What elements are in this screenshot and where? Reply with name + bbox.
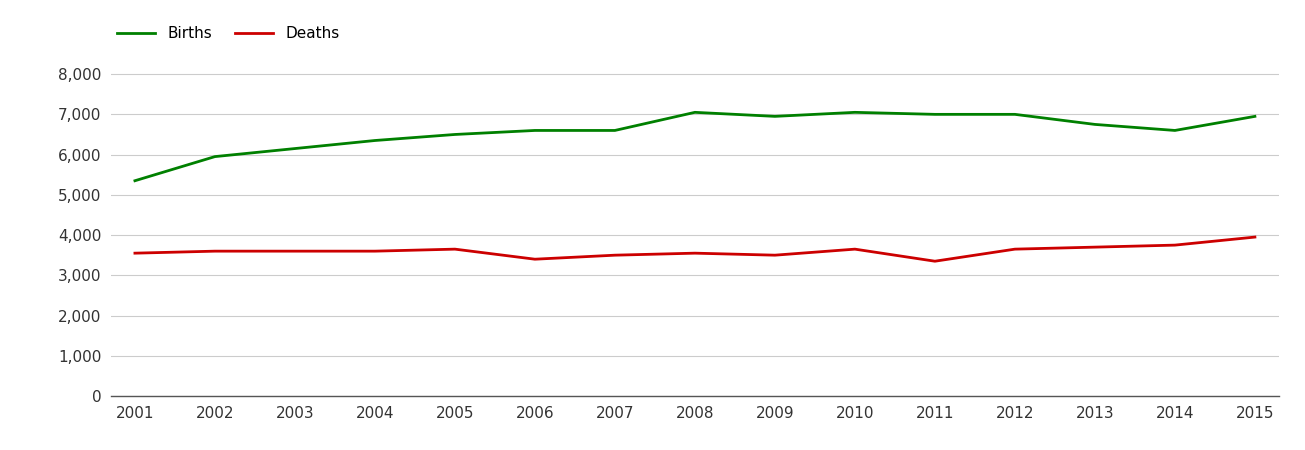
Births [767,114,783,119]
Deaths [607,252,622,258]
Deaths [287,248,303,254]
Deaths [847,247,863,252]
Births [686,110,702,115]
Births [1167,128,1182,133]
Deaths [1167,243,1182,248]
Deaths [207,248,223,254]
Deaths [127,251,142,256]
Legend: Births, Deaths: Births, Deaths [111,20,346,47]
Births [207,154,223,159]
Births [527,128,543,133]
Births [847,110,863,115]
Births [448,132,463,137]
Births [1007,112,1023,117]
Deaths [527,256,543,262]
Births [1248,114,1263,119]
Deaths [686,251,702,256]
Births [287,146,303,151]
Line: Deaths: Deaths [134,237,1255,261]
Births [367,138,382,143]
Deaths [1248,234,1263,240]
Deaths [367,248,382,254]
Deaths [1087,244,1103,250]
Deaths [448,247,463,252]
Births [1087,122,1103,127]
Deaths [927,258,942,264]
Deaths [1007,247,1023,252]
Line: Births: Births [134,112,1255,181]
Births [927,112,942,117]
Deaths [767,252,783,258]
Births [127,178,142,184]
Births [607,128,622,133]
